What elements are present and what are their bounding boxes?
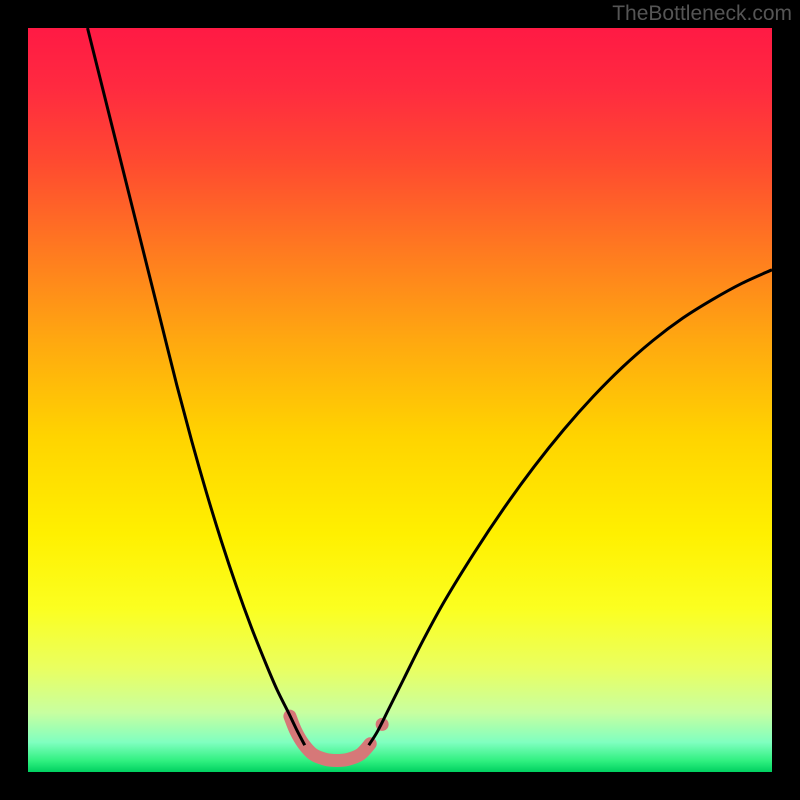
bottleneck-curve-right xyxy=(369,270,772,745)
watermark-text: TheBottleneck.com xyxy=(612,2,792,26)
chart-plot-area xyxy=(28,28,772,772)
chart-curves-layer xyxy=(28,28,772,772)
bottleneck-curve-left xyxy=(88,28,305,745)
